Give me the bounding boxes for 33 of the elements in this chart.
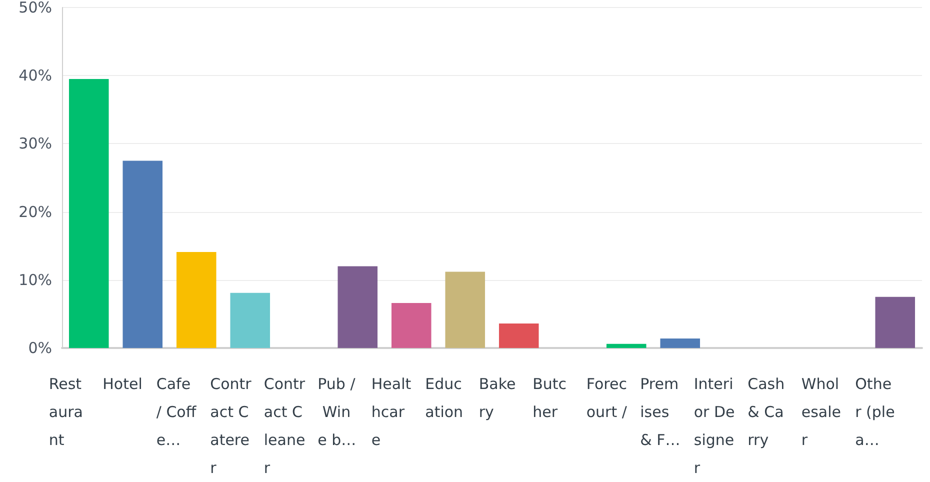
x-tick-label: Cash & Carry [748,375,790,449]
y-tick-label: 30% [18,134,52,153]
x-tick-label: Contract Caterer [210,375,252,477]
x-tick-label: Wholesaler [801,375,842,449]
x-tick-label: Restaurant [48,375,83,449]
x-tick-label: Education [425,375,464,421]
x-tick-label: Interior Designer [694,375,735,477]
x-tick-label: Hotel [102,375,142,393]
y-tick-label: 10% [18,270,52,289]
bar [660,338,700,348]
x-tick-label: Healthcare [371,375,412,449]
x-tick-label: Premises & F… [640,375,680,449]
y-tick-label: 0% [28,339,52,357]
x-tick-label: Forecourt / [586,375,628,421]
x-tick-label: Butcher [532,375,567,421]
bar [176,252,216,348]
bar [391,303,432,348]
x-tick-label: Bakery [478,375,516,421]
bar [68,79,109,348]
bar [230,292,270,348]
y-tick-label: 40% [18,66,52,85]
y-tick-label: 50% [18,0,52,16]
x-tick-label: Contract Cleaner [264,375,306,477]
y-tick-label: 20% [18,202,52,221]
bar [338,266,378,348]
bar [606,344,646,348]
bar [445,272,486,348]
x-tick-label: Other (plea… [855,375,895,449]
bar [498,323,539,348]
x-tick-label: Pub / Wine b… [318,375,356,449]
bar [122,160,163,348]
bar [875,296,916,348]
x-tick-label: Cafe / Coffe… [156,375,197,449]
